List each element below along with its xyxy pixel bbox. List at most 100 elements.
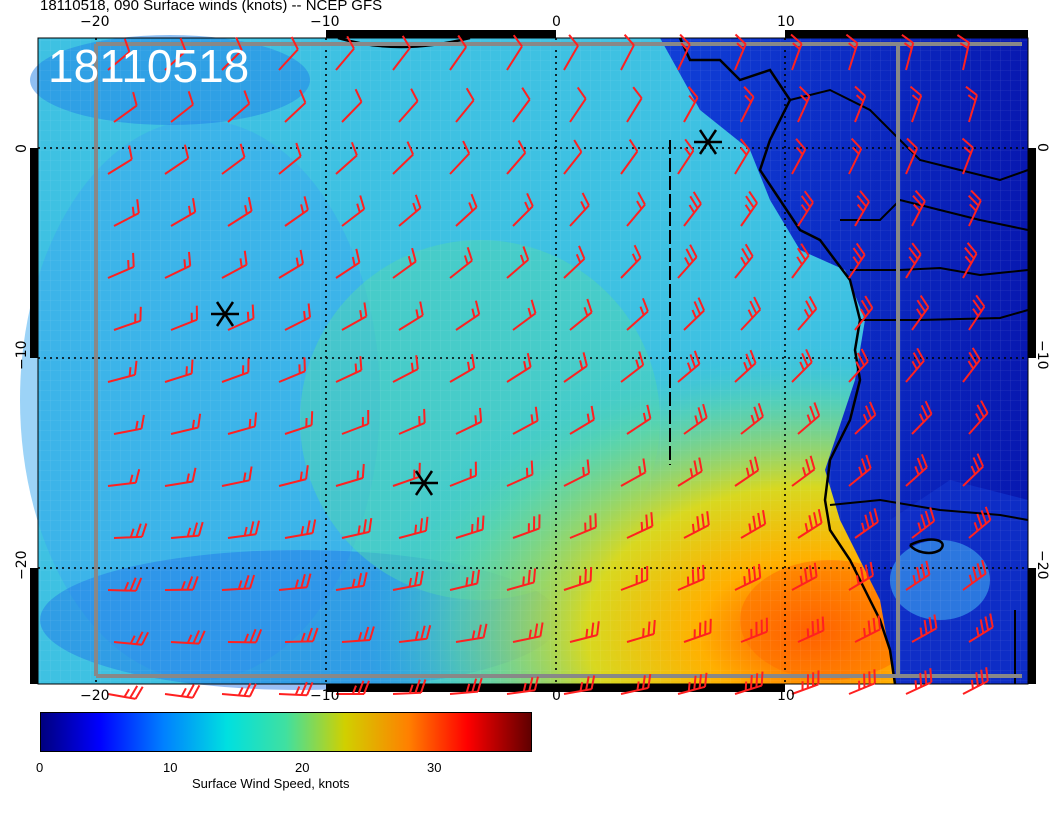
wind-barb (335, 141, 358, 175)
wind-barb (797, 616, 825, 643)
wind-barb (797, 296, 818, 331)
wind-barb (164, 251, 192, 279)
wind-barb (341, 88, 363, 123)
wind-barb (563, 675, 596, 695)
wind-barb (683, 86, 699, 123)
wind-barb (398, 624, 432, 643)
wind-barb (164, 684, 201, 699)
lat-tick-left: 0 (14, 144, 30, 153)
wind-barb (961, 137, 974, 175)
wind-barb (626, 297, 649, 331)
wind-barb (901, 33, 915, 71)
wind-barb (854, 508, 879, 539)
wind-barb (683, 618, 712, 643)
wind-barb (626, 86, 643, 123)
wind-barb (791, 243, 810, 279)
lat-tick-right: 0 (1034, 143, 1050, 152)
wind-barb (905, 242, 922, 279)
colorbar-tick: 0 (36, 760, 44, 775)
wind-barb (734, 138, 751, 175)
wind-barb (626, 191, 646, 227)
colorbar-tick: 20 (295, 760, 310, 775)
wind-barb (845, 33, 859, 71)
wind-barb (677, 138, 695, 175)
wind-barb (392, 679, 427, 695)
wind-barb (848, 454, 872, 487)
wind-barb (278, 681, 314, 697)
wind-barb (506, 34, 523, 71)
wind-barb (512, 87, 531, 123)
wind-barb (113, 414, 145, 435)
wind-barb (506, 676, 539, 695)
wind-barb (911, 295, 930, 331)
wind-barb (170, 305, 198, 331)
wind-barb (791, 670, 820, 695)
map-frame (30, 30, 1036, 692)
wind-barb (734, 33, 747, 71)
wind-barb (113, 631, 149, 646)
wind-barb (569, 298, 593, 331)
lon-ticks: −20 −10 0 10 −20 −10 0 10 (80, 14, 795, 704)
wind-barb (854, 85, 867, 123)
colorbar-tick: 10 (163, 760, 178, 775)
wind-barb (278, 573, 312, 591)
wind-barb (221, 36, 243, 71)
wind-barb (968, 613, 994, 643)
wind-barb (113, 199, 140, 227)
star-marker (410, 470, 438, 496)
wind-barb (221, 466, 253, 487)
wind-barb (278, 357, 306, 383)
wind-barb (170, 521, 204, 539)
lon-tick-top: 0 (552, 14, 561, 30)
wind-barb (455, 300, 481, 331)
wind-barb (512, 622, 544, 643)
wind-barb (455, 623, 488, 643)
lon-tick-top: −20 (80, 14, 110, 30)
wind-barb (740, 510, 767, 539)
wind-barb (905, 137, 919, 175)
wind-barb (449, 246, 473, 279)
wind-barb (164, 37, 187, 71)
wind-barb (170, 90, 194, 123)
wind-barb (107, 685, 144, 700)
colorbar-tick: 30 (427, 760, 442, 775)
wind-barb (284, 196, 309, 227)
wind-barb (107, 360, 138, 383)
lon-tick-top: 10 (777, 14, 795, 30)
wind-barb (677, 33, 691, 71)
wind-barb (848, 137, 863, 175)
wind-barb (683, 297, 706, 331)
wind-barb (512, 406, 539, 435)
wind-barb (227, 90, 251, 123)
wind-barb (677, 564, 705, 591)
wind-barb (911, 614, 938, 643)
wind-barb (956, 34, 971, 71)
wind-barb (392, 355, 419, 383)
wind-barb (848, 242, 866, 279)
lon-tick-bottom: −20 (80, 688, 110, 704)
wind-barb (227, 520, 260, 539)
wind-barb (677, 350, 701, 383)
wind-barb (905, 347, 925, 383)
wind-barb (227, 197, 253, 227)
wind-barb (734, 671, 764, 695)
wind-barb (170, 413, 202, 435)
wind-barb (620, 244, 642, 279)
wind-barb (341, 626, 375, 643)
wind-barb (683, 511, 710, 539)
wind-barb (227, 628, 263, 644)
wind-barb (797, 402, 821, 435)
wind-barb (170, 198, 197, 227)
wind-barb (563, 139, 583, 175)
wind-barb (512, 514, 541, 539)
wind-barbs (107, 33, 994, 700)
lon-tick-bottom: 0 (552, 688, 561, 704)
wind-barb (854, 401, 877, 435)
wind-barb (563, 459, 590, 487)
wind-barb (911, 507, 936, 539)
star-marker (694, 129, 722, 155)
wind-barb (905, 560, 931, 591)
wind-barb (341, 410, 370, 435)
wind-barb (107, 38, 131, 71)
